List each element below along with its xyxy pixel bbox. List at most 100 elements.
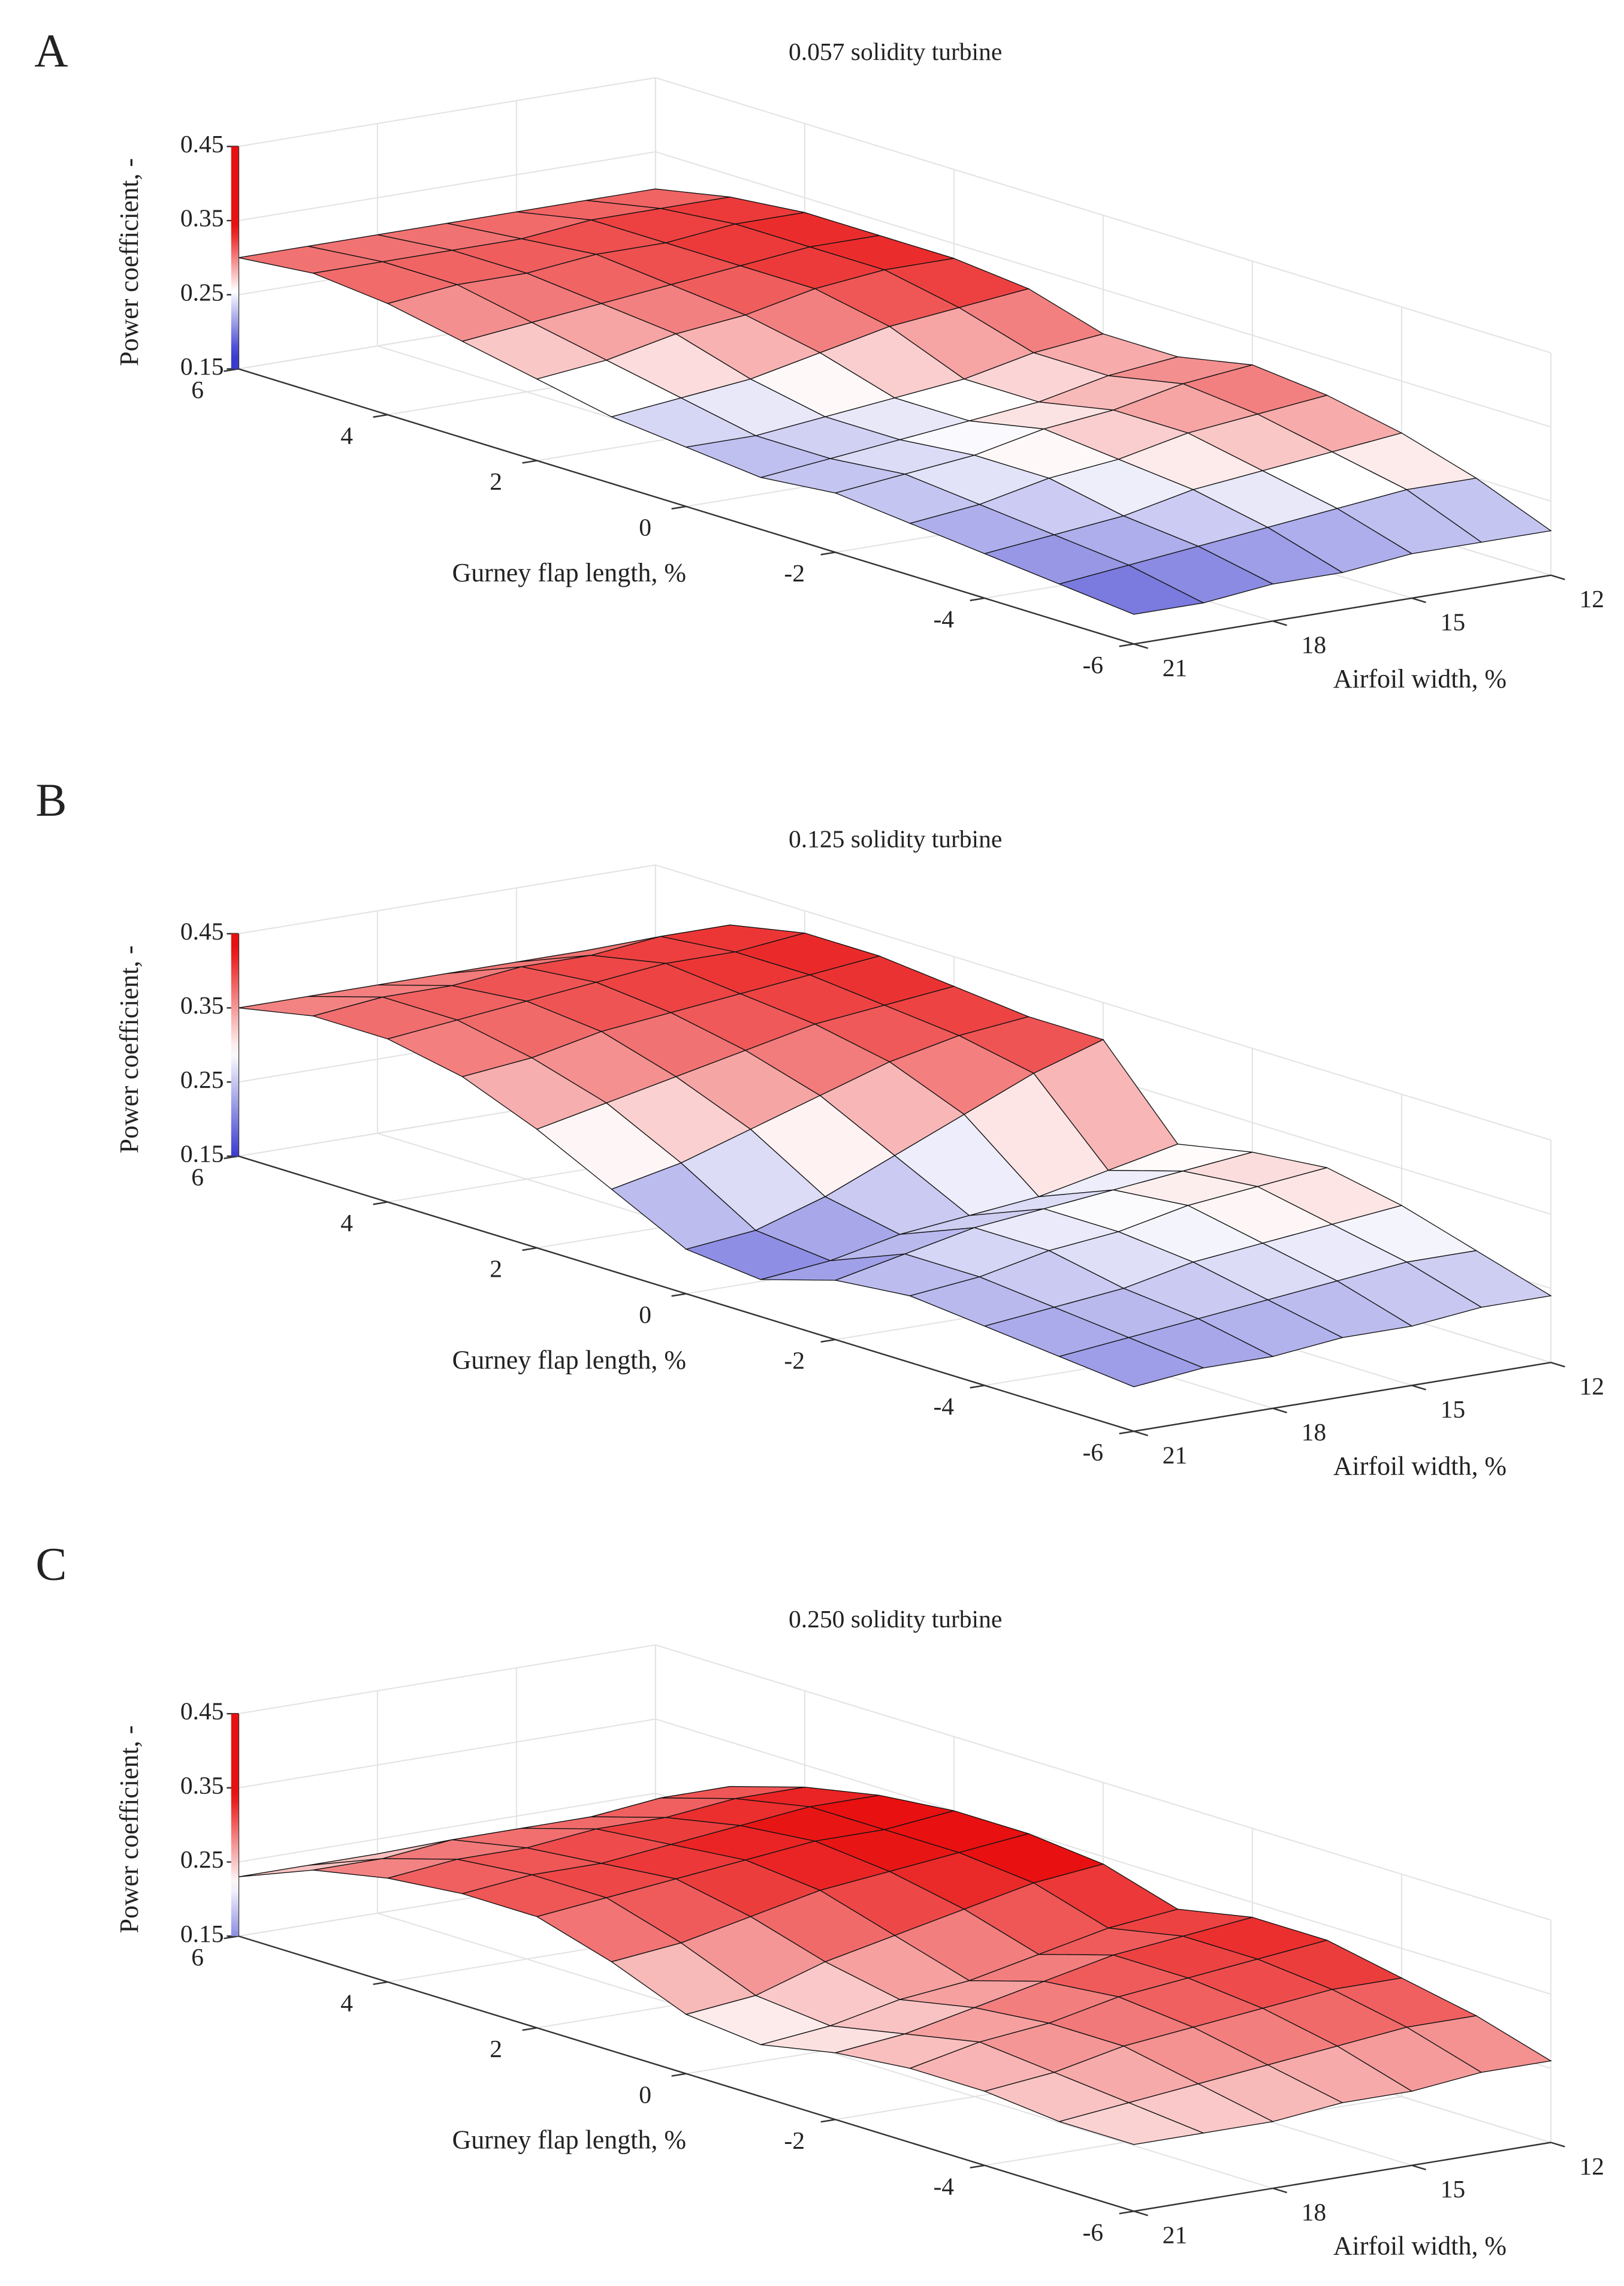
y-tick-label: 18 <box>1302 631 1327 659</box>
x-axis-label: Gurney flap length, % <box>452 2125 686 2155</box>
x-tick <box>970 1385 985 1389</box>
x-tick <box>373 1201 388 1205</box>
panel-letter: C <box>35 1537 67 1590</box>
x-tick <box>522 1247 538 1251</box>
grid-line <box>655 864 1551 1141</box>
y-tick-label: 21 <box>1163 654 1188 681</box>
surface-patch <box>1058 565 1205 615</box>
x-tick <box>970 2164 985 2169</box>
z-axis-label: Power coefficient, - <box>114 1726 144 1934</box>
y-tick-label: 12 <box>1580 1373 1605 1400</box>
y-tick <box>1550 1362 1565 1368</box>
x-tick <box>224 368 239 372</box>
y-tick <box>1550 574 1565 580</box>
grid-line <box>238 1792 656 1863</box>
x-tick-label: -4 <box>933 605 954 633</box>
y-tick <box>1272 620 1287 626</box>
y-axis-label: Airfoil width, % <box>1333 2231 1507 2261</box>
x-tick-label: -2 <box>784 2127 805 2154</box>
panel-letter: A <box>34 25 68 77</box>
y-tick-label: 12 <box>1580 2152 1605 2180</box>
x-tick-label: 0 <box>639 2080 651 2108</box>
x-tick <box>373 1981 388 1985</box>
z-tick-label: 0.25 <box>180 1066 224 1093</box>
grid-line <box>655 1644 1551 1921</box>
grid-line <box>238 1718 656 1789</box>
z-tick-label: 0.25 <box>180 278 224 306</box>
y-tick-label: 15 <box>1441 1395 1466 1423</box>
chart-title: 0.057 solidity turbine <box>789 38 1002 65</box>
surface-patch <box>1058 2102 1205 2145</box>
x-axis-label: Gurney flap length, % <box>452 558 686 587</box>
chart-title: 0.125 solidity turbine <box>789 825 1002 853</box>
x-tick <box>373 414 388 418</box>
x-tick-label: 4 <box>340 422 353 450</box>
x-tick-label: -2 <box>784 1347 805 1374</box>
y-tick-label: 18 <box>1302 2198 1327 2225</box>
panel-letter: B <box>35 774 67 826</box>
x-tick-label: -4 <box>933 1392 954 1420</box>
x-tick <box>522 2027 538 2031</box>
z-tick-label: 0.45 <box>180 917 224 945</box>
y-tick <box>1272 2187 1287 2194</box>
x-tick-label: 4 <box>340 1209 353 1237</box>
z-tick-label: 0.45 <box>180 1697 224 1725</box>
z-axis-label: Power coefficient, - <box>114 945 144 1153</box>
grid-line <box>238 151 656 222</box>
colorbar <box>231 933 239 1156</box>
colorbar <box>231 146 239 369</box>
panel: A 0.057 solidity turbine 0.15 0.25 0.35 0.45 -… <box>34 25 1604 693</box>
z-tick-label: 0.35 <box>180 1771 224 1799</box>
y-tick <box>1411 1385 1426 1391</box>
x-tick-label: 0 <box>639 514 651 541</box>
y-tick <box>1411 597 1426 604</box>
grid-line <box>655 1718 1551 1995</box>
x-tick-label: 2 <box>490 1255 502 1283</box>
y-tick <box>1133 1430 1148 1437</box>
y-tick-label: 15 <box>1441 608 1466 635</box>
x-tick-label: 6 <box>191 1163 204 1191</box>
x-tick <box>224 1155 239 1160</box>
grid-line <box>238 1644 656 1715</box>
x-tick-label: -4 <box>933 2172 954 2200</box>
x-tick-label: -6 <box>1082 1438 1103 1466</box>
y-tick <box>1133 2210 1148 2216</box>
x-tick <box>671 505 687 510</box>
panel: B 0.125 solidity turbine 0.15 0.25 0.35 0.45 -… <box>35 774 1604 1480</box>
y-axis-label: Airfoil width, % <box>1333 1451 1507 1480</box>
x-tick <box>224 1935 239 1940</box>
x-tick-label: 2 <box>490 2035 502 2062</box>
x-tick-label: -2 <box>784 559 805 587</box>
y-tick-label: 12 <box>1580 585 1605 613</box>
grid-line <box>655 77 1551 354</box>
y-tick-label: 15 <box>1441 2175 1466 2203</box>
x-tick <box>671 1293 687 1297</box>
y-axis-label: Airfoil width, % <box>1333 664 1507 693</box>
x-tick <box>671 2073 687 2077</box>
z-tick-label: 0.35 <box>180 204 224 232</box>
y-axis <box>1133 2142 1551 2212</box>
x-tick-label: 6 <box>191 376 204 403</box>
z-tick-label: 0.15 <box>180 1920 224 1947</box>
colorbar <box>231 1714 239 1937</box>
x-tick <box>970 597 985 602</box>
z-axis-label: Power coefficient, - <box>114 158 144 366</box>
y-axis <box>1133 574 1551 645</box>
panel: C 0.250 solidity turbine 0.15 0.25 0.35 0.45 -… <box>35 1537 1604 2260</box>
y-tick-label: 18 <box>1302 1418 1327 1446</box>
x-tick-label: 4 <box>340 1989 353 2016</box>
y-tick <box>1411 2164 1426 2171</box>
grid-line <box>655 151 1551 428</box>
x-tick <box>820 551 836 556</box>
x-tick-label: 6 <box>191 1943 204 1971</box>
x-tick <box>1119 2210 1134 2215</box>
y-tick-label: 21 <box>1163 2221 1188 2249</box>
z-tick-label: 0.25 <box>180 1845 224 1873</box>
x-tick-label: 0 <box>639 1301 651 1328</box>
y-axis <box>1133 1362 1551 1432</box>
grid-line <box>238 77 656 147</box>
y-tick-label: 21 <box>1163 1441 1188 1468</box>
z-tick-label: 0.15 <box>180 352 224 380</box>
x-tick <box>522 460 538 464</box>
